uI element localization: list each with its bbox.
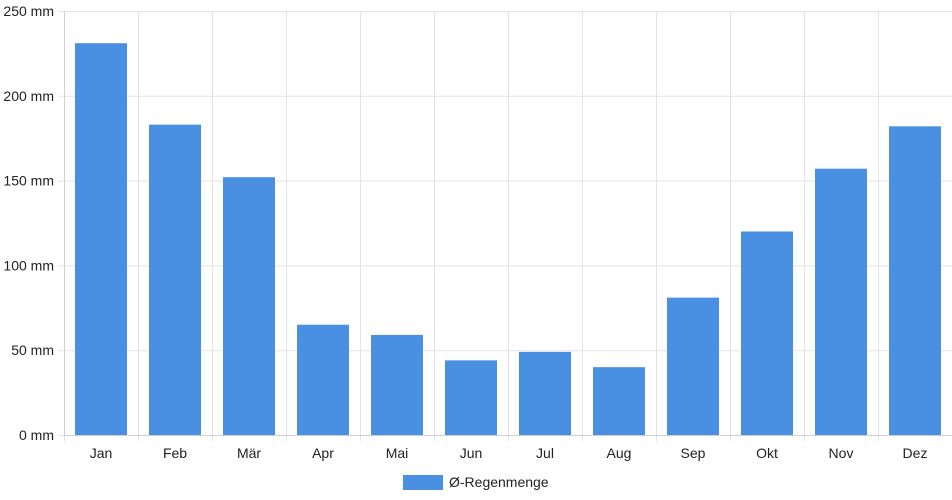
x-tick-label: Jun — [460, 445, 483, 461]
y-tick-label: 200 mm — [3, 88, 54, 104]
y-tick-label: 0 mm — [19, 427, 54, 443]
bar-Jan[interactable] — [75, 43, 127, 435]
x-tick-label: Feb — [163, 445, 187, 461]
bar-Jun[interactable] — [445, 360, 497, 435]
x-tick-label: Jul — [536, 445, 554, 461]
bar-Okt[interactable] — [741, 231, 793, 435]
x-tick-label: Aug — [607, 445, 632, 461]
x-tick-label: Mai — [386, 445, 409, 461]
x-tick-label: Nov — [829, 445, 854, 461]
legend[interactable]: Ø-Regenmenge — [403, 474, 549, 490]
x-tick-label: Mär — [237, 445, 261, 461]
grid — [58, 11, 952, 441]
bars — [75, 43, 941, 435]
x-tick-label: Okt — [756, 445, 778, 461]
legend-swatch — [403, 475, 443, 490]
bar-Mär[interactable] — [223, 177, 275, 435]
legend-label-series-0: Ø-Regenmenge — [449, 474, 549, 490]
y-tick-label: 50 mm — [11, 342, 54, 358]
y-tick-label: 150 mm — [3, 173, 54, 189]
y-tick-label: 100 mm — [3, 257, 54, 273]
bar-Jul[interactable] — [519, 351, 571, 435]
x-tick-label: Sep — [681, 445, 706, 461]
bar-Mai[interactable] — [371, 334, 423, 435]
x-tick-label: Apr — [312, 445, 334, 461]
bar-Aug[interactable] — [593, 367, 645, 435]
bar-Dez[interactable] — [889, 126, 941, 435]
bar-Apr[interactable] — [297, 324, 349, 435]
bar-Nov[interactable] — [815, 168, 867, 435]
axes: 0 mm 50 mm 100 mm 150 mm 200 mm 250 mm Jan Feb M… — [3, 3, 952, 461]
x-tick-label: Jan — [90, 445, 113, 461]
y-tick-label: 250 mm — [3, 3, 54, 19]
x-tick-label: Dez — [903, 445, 928, 461]
bar-Feb[interactable] — [149, 124, 201, 435]
bar-Sep[interactable] — [667, 297, 719, 435]
